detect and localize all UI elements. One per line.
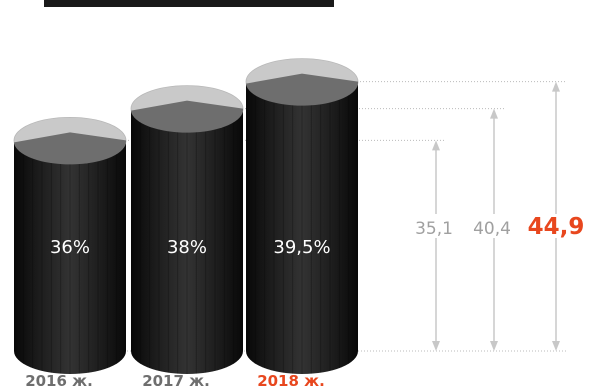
- cylinder-top-wedge: [131, 100, 244, 133]
- cylinder: [245, 58, 359, 374]
- cylinder-body: [14, 140, 126, 374]
- value-label-bg: [412, 214, 456, 238]
- labels: 36% 2016 ж. 38% 2017 ж. 39,5% 2018 ж. 35,1 40,4…: [25, 214, 585, 390]
- value-arrow: [432, 140, 440, 351]
- cylinder: [13, 116, 127, 374]
- arrow-head-top: [552, 81, 560, 92]
- cylinders: [13, 58, 359, 374]
- arrow-head-top: [490, 108, 498, 119]
- arrow-head-top: [432, 140, 440, 151]
- value-label-bg: [527, 214, 585, 238]
- cylinder-inner-label: 38%: [167, 237, 207, 258]
- value-label-bg: [470, 214, 514, 238]
- arrow-head-bottom: [490, 341, 498, 351]
- value-label: 40,4: [473, 219, 511, 239]
- cropped-title-fragment: [44, 0, 334, 7]
- category-label: 2017 ж.: [142, 372, 210, 388]
- value-label: 35,1: [415, 219, 453, 239]
- arrow-head-bottom: [432, 341, 440, 351]
- cylinder-inner-label: 36%: [50, 237, 90, 258]
- value-label: 44,9: [528, 214, 585, 240]
- cylinder-inner-label: 39,5%: [273, 237, 330, 258]
- category-label: 2016 ж.: [25, 372, 93, 388]
- category-label: 2018 ж.: [257, 372, 325, 388]
- cylinder-body: [246, 81, 358, 374]
- cylinder: [130, 85, 244, 374]
- arrow-head-bottom: [552, 341, 560, 351]
- cylinder-top-wedge: [14, 132, 127, 165]
- cylinder-top-wedge: [246, 73, 359, 106]
- cylinder-body: [131, 108, 243, 374]
